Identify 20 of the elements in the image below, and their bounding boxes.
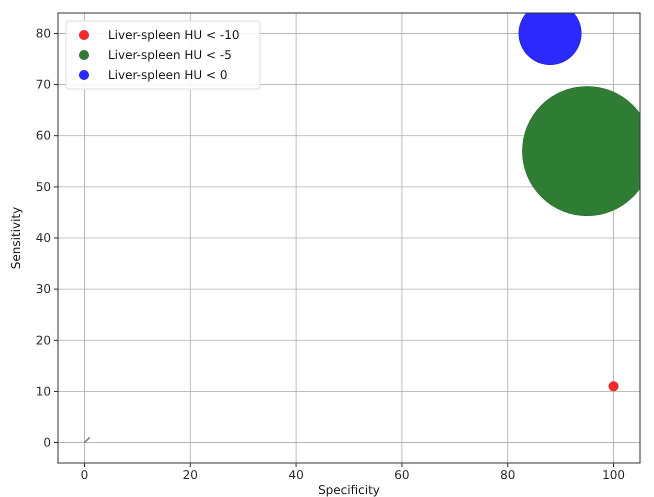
x-tick-label: 100: [602, 468, 625, 482]
y-tick-label: 20: [36, 333, 51, 348]
legend-label: Liver-spleen HU < -5: [108, 48, 232, 62]
y-tick-label: 70: [36, 78, 51, 92]
x-tick-label: 20: [182, 468, 198, 482]
legend-label: Liver-spleen HU < 0: [108, 68, 228, 82]
y-tick-label: 50: [36, 180, 51, 194]
y-tick-label: 40: [36, 231, 51, 245]
y-axis-title: Sensitivity: [9, 206, 23, 270]
x-tick-label: 0: [80, 468, 88, 482]
x-axis-title: Specificity: [318, 483, 380, 497]
y-tick-label: 0: [43, 436, 51, 450]
y-tick-label: 10: [36, 384, 51, 398]
y-tick-label: 60: [36, 128, 51, 143]
y-tick-label: 30: [36, 282, 51, 296]
x-tick-label: 40: [288, 468, 304, 482]
x-tick-label: 60: [394, 468, 410, 482]
legend-label: Liver-spleen HU < -10: [108, 28, 240, 42]
y-tick-label: 80: [36, 26, 51, 40]
x-tick-label: 80: [500, 468, 516, 482]
